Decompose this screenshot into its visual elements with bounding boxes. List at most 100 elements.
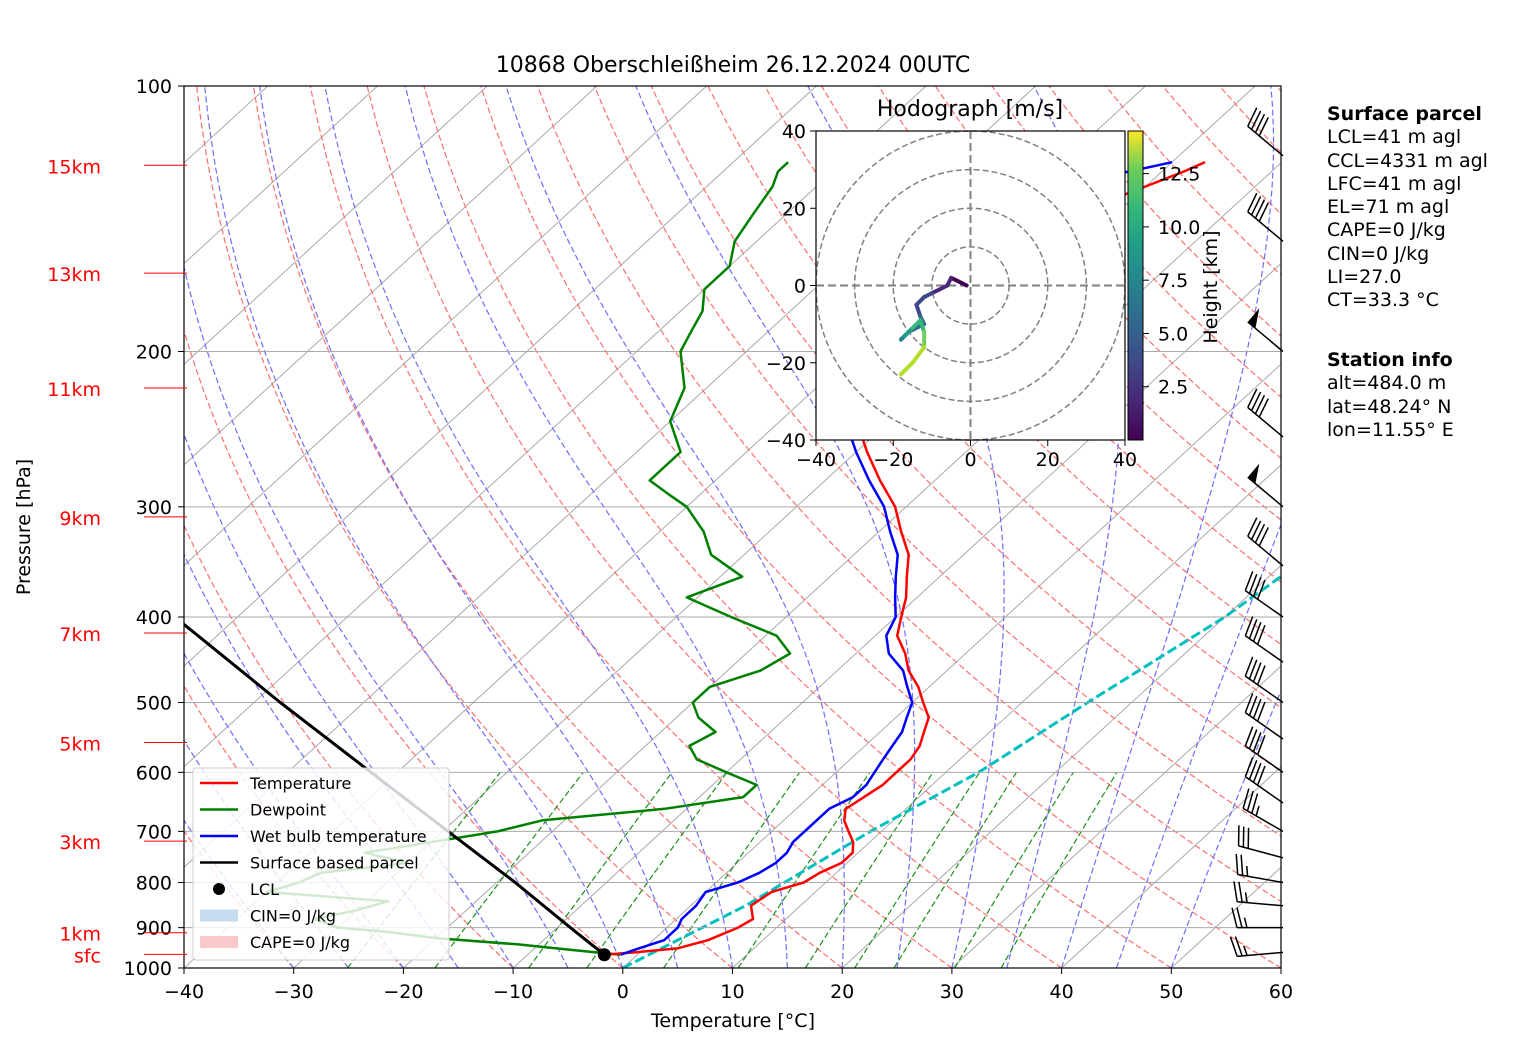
y-tick-label: 400	[136, 607, 172, 629]
wind-barbs	[1229, 107, 1284, 958]
x-tick-label: 10	[720, 981, 744, 1003]
dry-adiabat-line	[480, 86, 1281, 968]
x-axis-label: Temperature [°C]	[650, 1010, 815, 1032]
x-tick-label: 50	[1159, 981, 1183, 1003]
isotherm-line	[951, 665, 1281, 968]
isotherm-line	[1061, 766, 1281, 968]
isotherm-line	[184, 86, 927, 768]
x-tick-label: 20	[830, 981, 854, 1003]
station-alt: alt=484.0 m	[1327, 372, 1447, 395]
wind-barb-full	[1244, 693, 1254, 713]
hodograph: −40−40 −20 −20 0 0 20 20 40 40 Hodograph [m/s] 2…	[766, 97, 1222, 471]
wind-barb-full	[1254, 199, 1266, 219]
wind-barb-staff	[1238, 845, 1284, 859]
wind-barb-full	[1246, 790, 1254, 812]
wind-barb-full	[1252, 732, 1262, 752]
dry-adiabat-line	[184, 524, 514, 968]
x-tick-label: 30	[940, 981, 964, 1003]
y-tick-label: 200	[136, 342, 172, 364]
wind-barb-staff	[1244, 635, 1284, 663]
y-tick-label: 900	[136, 918, 172, 940]
colorbar-tick-label: 10.0	[1158, 217, 1200, 239]
wind-barb-full	[1229, 936, 1238, 957]
wind-barb-full	[1256, 765, 1266, 786]
y-tick-label: 500	[136, 692, 172, 714]
wind-barb-full	[1236, 907, 1243, 928]
height-label: 1km	[59, 924, 101, 946]
wind-barb-full	[1250, 196, 1262, 216]
wind-barb-pennant	[1247, 308, 1260, 329]
legend-swatch-patch	[200, 936, 238, 948]
parcel-ct: CT=33.3 °C	[1327, 289, 1439, 312]
wind-barb-full	[1256, 579, 1266, 600]
legend-label: CAPE=0 J/kg	[250, 933, 350, 952]
wind-barb-full	[1240, 854, 1244, 876]
wind-barb-staff	[1244, 712, 1284, 740]
dry-adiabat-line	[593, 86, 1281, 837]
wind-barb-staff	[1244, 775, 1284, 804]
colorbar	[1127, 130, 1144, 441]
wind-barb-staff	[1247, 211, 1284, 242]
wind-barb-full	[1248, 573, 1258, 594]
isotherm-line	[732, 464, 1281, 968]
wind-barb-full	[1238, 881, 1243, 903]
wind-barb-full	[1242, 788, 1250, 809]
hodograph-y-tick-label: −20	[766, 353, 806, 375]
wind-barb-full	[1244, 757, 1254, 777]
hodograph-y-tick-label: 20	[782, 198, 806, 220]
hodograph-x-tick-label: −40	[796, 449, 836, 471]
legend-label: Temperature	[249, 774, 351, 793]
isotherm-line	[184, 86, 598, 466]
moist-adiabat-line	[204, 86, 624, 968]
cyan-reference-line	[622, 574, 1281, 968]
hodograph-segment	[910, 345, 927, 365]
wind-barb-full	[1247, 517, 1258, 537]
moist-adiabat-line	[404, 86, 788, 968]
isotherm-line	[622, 363, 1281, 968]
y-tick-label: 700	[136, 821, 172, 843]
legend-box	[192, 767, 450, 961]
moist-adiabat-line	[184, 264, 569, 968]
wind-barb-full	[1256, 701, 1266, 722]
hodograph-x-tick-label: 0	[964, 449, 976, 471]
wind-barb-half	[1246, 865, 1249, 877]
height-label: 15km	[47, 156, 101, 178]
x-tick-label: −40	[164, 981, 204, 1003]
parcel-li: LI=27.0	[1327, 266, 1402, 289]
wind-barb-full	[1250, 391, 1262, 411]
wind-barb-full	[1250, 110, 1262, 130]
station-info-heading: Station info	[1327, 349, 1453, 371]
parcel-ccl: CCL=4331 m agl	[1327, 149, 1488, 172]
parcel-el: EL=71 m agl	[1327, 196, 1450, 219]
wind-barb-full	[1258, 398, 1269, 418]
station-info-panel: Station info alt=484.0 m lat=48.24° N lo…	[1327, 349, 1454, 442]
background-lines	[184, 86, 1281, 968]
wind-barb-full	[1258, 202, 1269, 222]
parcel-lfc: LFC=41 m agl	[1327, 172, 1462, 195]
y-tick-label: 600	[136, 762, 172, 784]
hodograph-x-tick-label: 20	[1036, 449, 1060, 471]
colorbar-tick-label: 2.5	[1158, 377, 1188, 399]
x-tick-label: 0	[617, 981, 629, 1003]
wind-barb-full	[1248, 759, 1258, 780]
x-axis-ticks: −40 −30 −20 −10 0 10 20 30 40 50 60	[164, 968, 1293, 1003]
isotherm-line	[184, 86, 378, 265]
chart-title: 10868 Oberschleißheim 26.12.2024 00UTC	[496, 53, 971, 78]
colorbar-tick-label: 5.0	[1158, 323, 1188, 345]
colorbar-tick-label: 12.5	[1158, 164, 1200, 186]
isotherm-line	[403, 162, 1281, 968]
wind-barb-staff	[1242, 807, 1284, 833]
wind-barb-full	[1231, 907, 1238, 928]
hodograph-x-tick-label: 40	[1113, 449, 1137, 471]
wind-barb-full	[1248, 659, 1258, 680]
dry-adiabat-line	[366, 86, 1062, 968]
hodograph-frame	[815, 130, 1126, 441]
wind-barb-full	[1247, 192, 1258, 213]
wind-barb-full	[1258, 117, 1269, 137]
wind-barb-full	[1254, 523, 1266, 544]
x-tick-label: −10	[493, 981, 533, 1003]
wind-barb-full	[1234, 936, 1243, 957]
isotherm-line	[512, 262, 1281, 968]
wind-barb-half	[1243, 945, 1248, 956]
station-lat: lat=48.24° N	[1327, 395, 1452, 418]
